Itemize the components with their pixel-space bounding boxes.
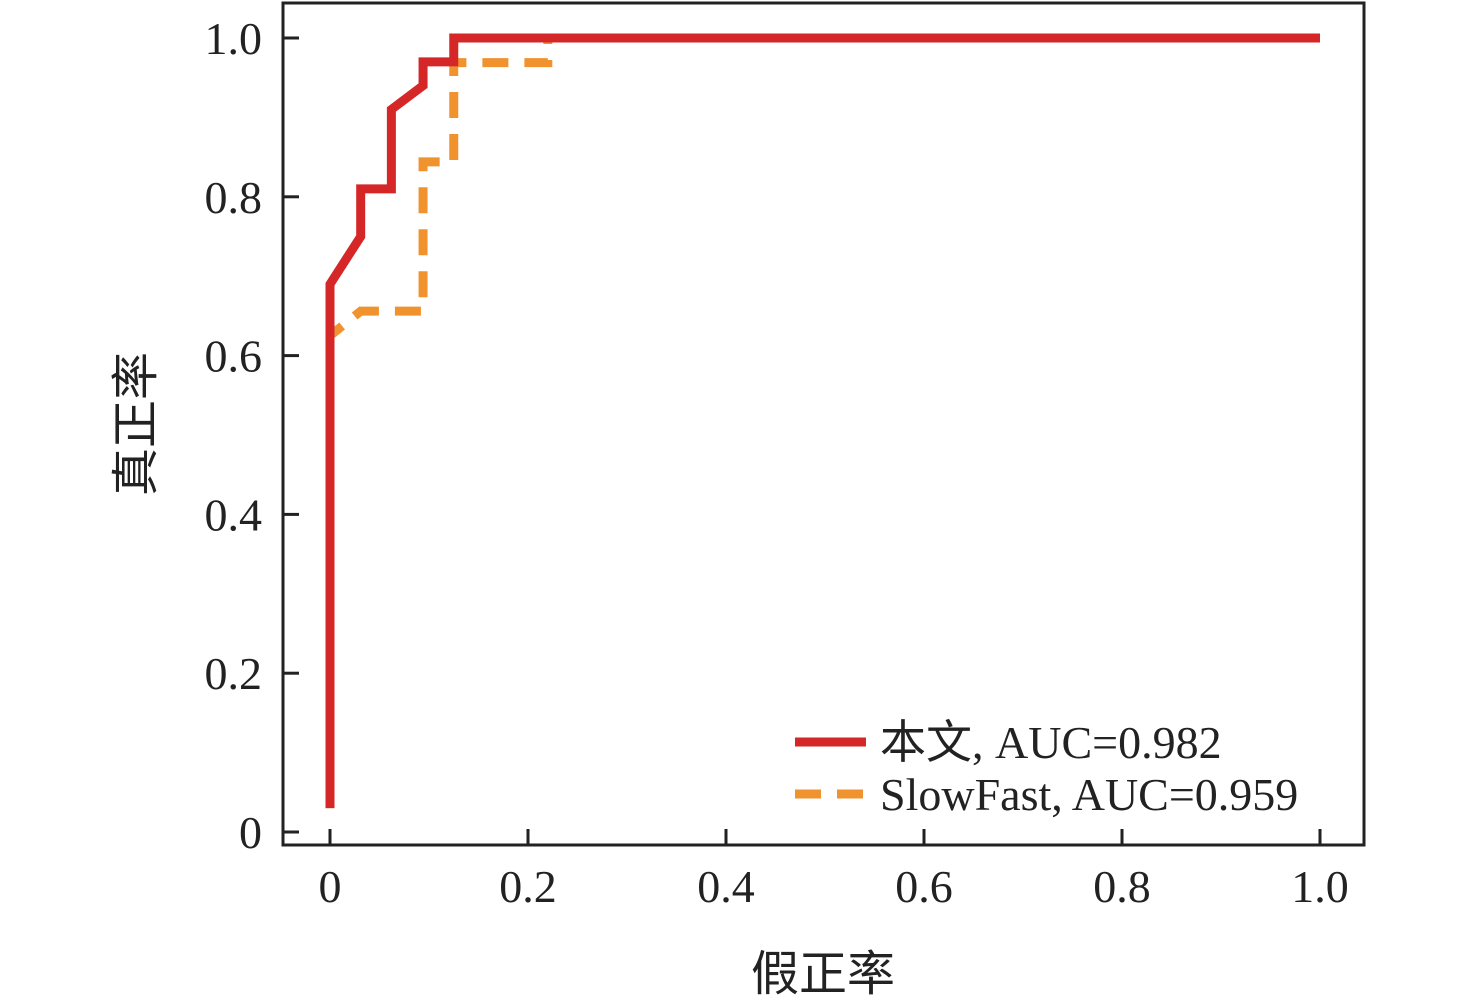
legend-label-0: 本文, AUC=0.982 — [880, 717, 1222, 768]
x-tick-label: 1.0 — [1291, 861, 1349, 912]
legend-label-1: SlowFast, AUC=0.959 — [880, 769, 1298, 820]
x-axis-ticks: 0 0.2 0.4 0.6 0.8 1.0 — [319, 829, 1349, 912]
plot-frame — [281, 1, 1366, 847]
y-tick-label: 0.8 — [205, 172, 263, 223]
y-tick-label: 0.2 — [205, 648, 263, 699]
x-tick-label: 0.8 — [1093, 861, 1151, 912]
x-axis-title: 假正率 — [751, 946, 895, 1002]
y-tick-label: 0.4 — [205, 489, 263, 540]
x-tick-label: 0.4 — [697, 861, 755, 912]
series-line-0 — [325, 33, 1320, 809]
y-axis-ticks: 0 0.2 0.4 0.6 0.8 1.0 — [205, 13, 299, 858]
y-tick-label: 0 — [239, 807, 262, 858]
y-axis-title: 真正率 — [108, 352, 164, 496]
x-tick-label: 0.6 — [895, 861, 953, 912]
x-tick-label: 0 — [319, 861, 342, 912]
y-tick-label: 1.0 — [205, 13, 263, 64]
x-tick-label: 0.2 — [499, 861, 557, 912]
y-tick-label: 0.6 — [205, 331, 263, 382]
series-layer — [325, 33, 1320, 809]
series-line-1 — [325, 33, 1320, 809]
